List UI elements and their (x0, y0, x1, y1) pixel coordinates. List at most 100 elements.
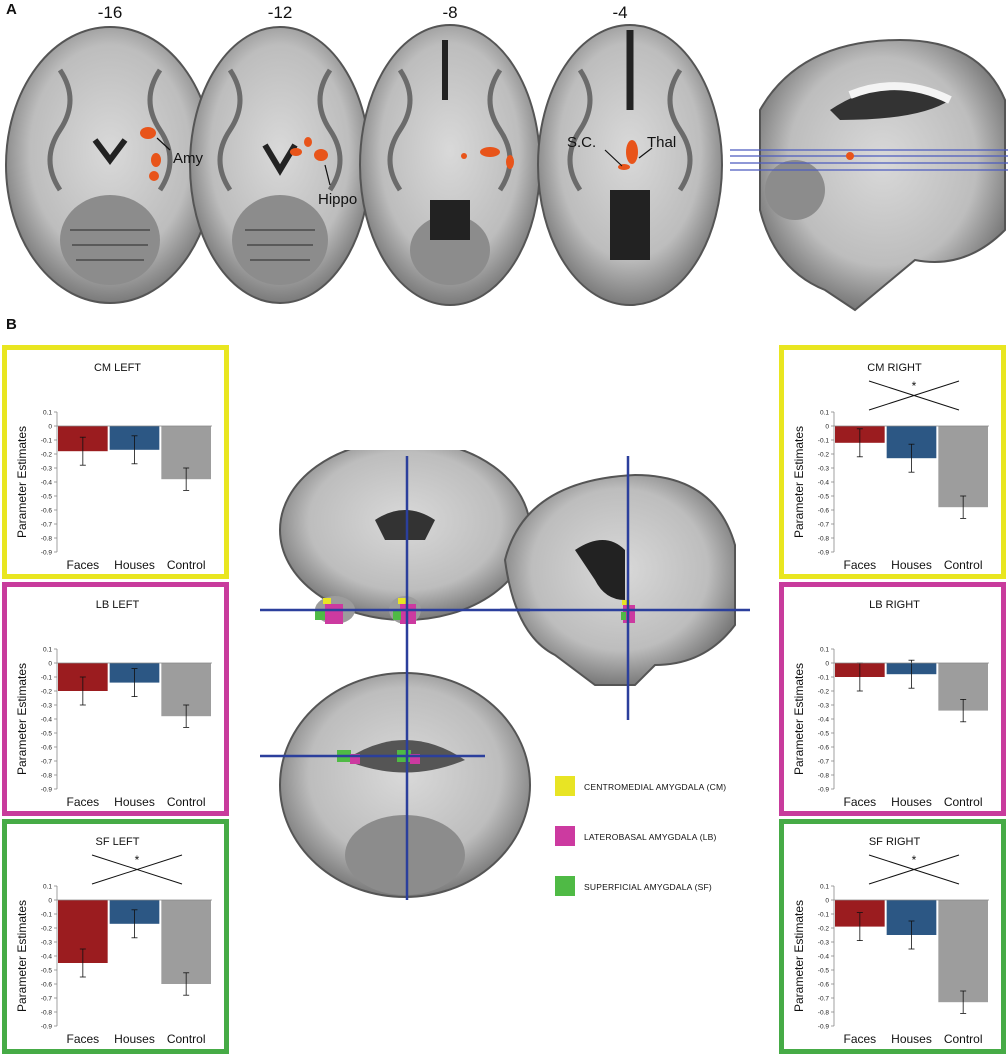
y-axis-label: Parameter Estimates (792, 426, 806, 538)
chart-lb-right: LB RIGHT 0.1 0 -0.1 -0.2 -0.3 -0.4 -0.5 -0.6 -0.7… (779, 582, 1006, 816)
y-tick-label: -0.8 (41, 773, 53, 780)
legend-label-lb: LATEROBASAL AMYGDALA (LB) (584, 832, 717, 842)
chart-title: CM LEFT (94, 362, 141, 374)
y-tick-label: -0.4 (818, 480, 830, 487)
legend-swatch-lb (555, 826, 575, 846)
legend-swatch-sf (555, 876, 575, 896)
y-tick-label: -0.5 (818, 968, 830, 975)
chart-title: LB RIGHT (869, 599, 920, 611)
y-tick-label: 0.1 (820, 410, 829, 417)
y-tick-label: -0.7 (818, 522, 830, 529)
amygdala-sagittal-slice (503, 473, 736, 686)
category-label: Control (167, 558, 206, 572)
category-label: Control (167, 1032, 206, 1046)
y-tick-label: -0.8 (41, 536, 53, 543)
y-tick-label: 0.1 (43, 410, 52, 417)
legend-label-sf: SUPERFICIAL AMYGDALA (SF) (584, 882, 712, 892)
y-tick-label: -0.9 (41, 550, 53, 557)
y-tick-label: -0.5 (818, 494, 830, 501)
axial-slice-1 (5, 26, 215, 304)
y-tick-label: -0.6 (818, 745, 830, 752)
y-tick-label: -0.1 (41, 675, 53, 682)
y-tick-label: -0.3 (818, 940, 830, 947)
y-tick-label: -0.1 (818, 675, 830, 682)
category-label: Faces (843, 795, 876, 809)
y-tick-label: 0 (48, 661, 52, 668)
y-tick-label: -0.9 (818, 787, 830, 794)
y-tick-label: -0.2 (818, 452, 830, 459)
y-tick-label: 0.1 (43, 884, 52, 891)
y-tick-label: -0.9 (818, 1024, 830, 1031)
significance-line (91, 854, 183, 885)
slice-label-2: -12 (267, 3, 293, 22)
panel-b-amygdala-brains (260, 450, 750, 900)
chart-cm-left: CM LEFT 0.1 0 -0.1 -0.2 -0.3 -0.4 -0.5 -0.6 -0.7 -… (2, 345, 229, 579)
y-tick-label: -0.6 (41, 745, 53, 752)
category-label: Houses (891, 1032, 932, 1046)
axial-slice-2 (189, 26, 371, 304)
y-tick-label: -0.3 (41, 703, 53, 710)
chart-svg: SF RIGHT * 0.1 0 -0.1 -0.2 -0.3 -0.4 -0.5 -0.6 -0.… (792, 836, 989, 1046)
category-label: Control (944, 558, 983, 572)
y-tick-label: -0.2 (818, 926, 830, 933)
legend-swatch-cm (555, 776, 575, 796)
panel-a-brain-slices: Amy Hippo S.C. Thal (5, 24, 1008, 312)
y-tick-label: -0.3 (41, 940, 53, 947)
thal-label: Thal (647, 134, 676, 151)
y-tick-label: -0.5 (41, 968, 53, 975)
y-tick-label: -0.3 (818, 703, 830, 710)
y-tick-label: 0.1 (820, 884, 829, 891)
chart-svg: CM LEFT 0.1 0 -0.1 -0.2 -0.3 -0.4 -0.5 -0.6 -0.7 -… (15, 362, 212, 572)
significance-line (868, 380, 960, 411)
y-tick-label: -0.7 (41, 759, 53, 766)
significance-line (868, 854, 960, 885)
y-tick-label: -0.7 (41, 996, 53, 1003)
sc-label: S.C. (567, 134, 596, 151)
category-label: Houses (891, 795, 932, 809)
category-label: Control (944, 795, 983, 809)
chart-lb-left: LB LEFT 0.1 0 -0.1 -0.2 -0.3 -0.4 -0.5 -0.6 -0.7 -… (2, 582, 229, 816)
chart-sf-left: SF LEFT * 0.1 0 -0.1 -0.2 -0.3 -0.4 -0.5 -0.6 -0.7… (2, 819, 229, 1054)
y-tick-label: -0.4 (818, 717, 830, 724)
y-tick-label: -0.8 (818, 536, 830, 543)
y-tick-label: 0 (48, 424, 52, 431)
y-tick-label: -0.8 (41, 1010, 53, 1017)
y-tick-label: -0.1 (818, 438, 830, 445)
category-label: Houses (114, 795, 155, 809)
y-tick-label: -0.4 (41, 717, 53, 724)
y-tick-label: 0 (825, 898, 829, 905)
category-label: Faces (66, 1032, 99, 1046)
category-label: Houses (114, 1032, 155, 1046)
category-label: Faces (66, 795, 99, 809)
y-tick-label: -0.7 (41, 522, 53, 529)
category-label: Faces (843, 1032, 876, 1046)
y-tick-label: -0.4 (41, 480, 53, 487)
y-tick-label: -0.6 (818, 982, 830, 989)
axial-slice-3 (359, 24, 541, 306)
slice-label-3: -8 (442, 3, 458, 22)
y-tick-label: -0.9 (818, 550, 830, 557)
y-tick-label: -0.8 (818, 1010, 830, 1017)
y-tick-label: -0.1 (41, 912, 53, 919)
y-tick-label: -0.1 (41, 438, 53, 445)
coronal-slice (279, 450, 531, 624)
chart-svg: CM RIGHT * 0.1 0 -0.1 -0.2 -0.3 -0.4 -0.5 -0.6 -0.… (792, 362, 989, 572)
hippo-label: Hippo (318, 191, 357, 208)
y-tick-label: -0.9 (41, 1024, 53, 1031)
y-tick-label: -0.2 (818, 689, 830, 696)
y-tick-label: -0.2 (41, 926, 53, 933)
significance-marker: * (135, 853, 140, 867)
chart-svg: LB LEFT 0.1 0 -0.1 -0.2 -0.3 -0.4 -0.5 -0.6 -0.7 -… (15, 599, 212, 809)
legend-label-cm: CENTROMEDIAL AMYGDALA (CM) (584, 782, 727, 792)
chart-title: CM RIGHT (867, 362, 922, 374)
y-tick-label: -0.6 (41, 508, 53, 515)
y-tick-label: -0.6 (818, 508, 830, 515)
y-tick-label: -0.5 (41, 731, 53, 738)
chart-cm-right: CM RIGHT * 0.1 0 -0.1 -0.2 -0.3 -0.4 -0.5 -0.6 -0.… (779, 345, 1006, 579)
y-axis-label: Parameter Estimates (15, 663, 29, 775)
y-tick-label: -0.3 (41, 466, 53, 473)
bar-control (938, 900, 988, 1003)
panel-b-letter: B (6, 316, 17, 333)
y-tick-label: -0.3 (818, 466, 830, 473)
y-tick-label: -0.7 (818, 759, 830, 766)
